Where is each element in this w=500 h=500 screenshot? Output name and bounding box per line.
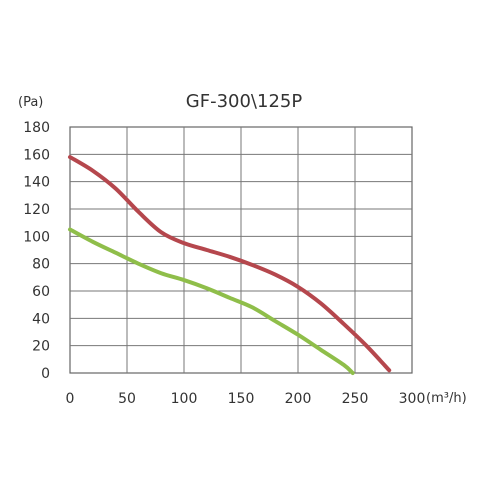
y-tick-label: 100 [23,229,50,245]
tick-labels: 0 20 40 60 80 100 120 140 160 180 0 50 100 150 200 250 3… [23,120,425,407]
x-tick-label: 150 [228,391,255,407]
y-tick-label: 0 [41,366,50,382]
grid [69,126,413,374]
x-tick-label: 200 [285,391,312,407]
y-axis-unit-label: (Pa) [18,95,43,110]
series-line-2 [68,227,355,375]
series-line-1 [68,155,392,373]
y-tick-label: 20 [32,339,50,355]
series-layer [68,155,392,375]
y-tick-label: 60 [32,284,50,300]
y-tick-label: 80 [32,257,50,273]
y-tick-label: 140 [23,175,50,191]
x-tick-label: 250 [342,391,369,407]
y-tick-label: 180 [23,120,50,136]
x-tick-label: 100 [171,391,198,407]
y-tick-label: 120 [23,202,50,218]
x-axis-unit-label: (m³/h) [426,391,467,406]
y-tick-label: 40 [32,311,50,327]
y-tick-label: 160 [23,147,50,163]
chart-title: GF-300\125P [186,91,303,112]
x-tick-label: 0 [66,391,75,407]
x-tick-label: 300 [399,391,426,407]
x-tick-label: 50 [118,391,136,407]
